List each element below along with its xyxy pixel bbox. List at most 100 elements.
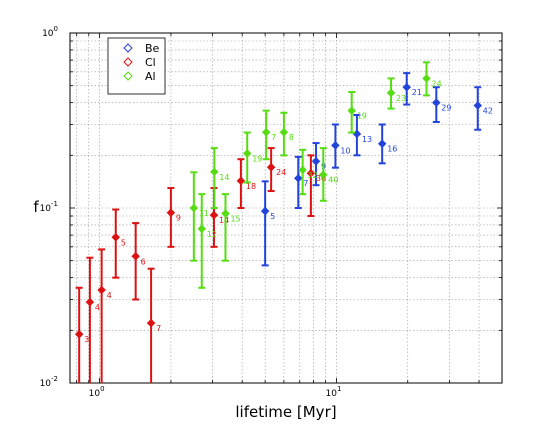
legend-label-al: Al	[145, 70, 156, 83]
marker-al	[197, 224, 207, 234]
marker-al	[242, 149, 252, 158]
marker-be	[260, 206, 270, 216]
marker-cl	[111, 232, 121, 242]
x-tick-label-exponent: 0	[100, 385, 104, 393]
data-point-cl: 18	[236, 158, 256, 209]
point-label-al: 23	[396, 94, 406, 103]
marker-be	[377, 139, 387, 149]
y-tick-label-exponent: -2	[51, 375, 58, 383]
data-point-be: 29	[431, 86, 451, 124]
data-point-al: 32	[298, 148, 318, 196]
point-label-be: 5	[270, 212, 275, 221]
point-label-be: 13	[362, 135, 372, 144]
marker-al	[209, 167, 219, 177]
data-point-al: 19	[347, 91, 367, 134]
marker-al	[261, 127, 271, 137]
marker-be	[311, 156, 321, 166]
data-point-cl: 3	[74, 286, 89, 383]
data-point-cl: 4	[85, 256, 100, 383]
marker-be	[402, 82, 412, 92]
marker-al	[189, 203, 199, 213]
marker-cl	[74, 329, 84, 339]
legend-marker-al	[123, 71, 133, 81]
point-label-be: 21	[412, 88, 422, 97]
y-tick-label-exponent: -1	[51, 200, 58, 208]
point-label-al: 19	[357, 112, 367, 121]
point-label-cl: 6	[141, 257, 146, 266]
marker-al	[318, 170, 328, 180]
data-point-al: 23	[386, 77, 406, 110]
marker-cl	[85, 297, 95, 307]
marker-al	[298, 165, 308, 175]
data-point-al: 7	[261, 109, 276, 161]
marker-cl	[266, 162, 276, 172]
data-series: 5791013162129423445679141824361112141519…	[74, 61, 493, 383]
marker-be	[331, 141, 340, 150]
marker-cl	[306, 168, 316, 178]
point-label-al: 11	[199, 209, 209, 218]
point-label-cl: 4	[95, 303, 100, 312]
data-point-al: 15	[221, 193, 241, 262]
point-label-be: 16	[387, 145, 397, 154]
point-label-al: 15	[230, 215, 240, 224]
point-label-be: 7	[303, 179, 308, 188]
marker-cl	[146, 318, 156, 328]
data-point-al: 14	[209, 147, 229, 209]
marker-cl	[97, 285, 106, 295]
point-label-be: 29	[441, 104, 451, 113]
legend-entry-cl: Cl	[123, 56, 156, 69]
marker-be	[293, 173, 303, 183]
data-point-be: 7	[293, 155, 308, 209]
point-label-cl: 7	[156, 324, 161, 333]
point-label-al: 19	[252, 154, 262, 163]
y-axis-label: f	[33, 198, 39, 216]
point-label-be: 42	[483, 107, 493, 116]
data-point-cl: 5	[111, 208, 126, 279]
point-label-al: 12	[207, 230, 217, 239]
point-label-cl: 24	[276, 168, 286, 177]
marker-al	[422, 74, 431, 83]
legend-label-be: Be	[145, 42, 160, 55]
data-point-be: 42	[473, 86, 493, 131]
marker-al	[386, 88, 396, 98]
point-label-cl: 14	[219, 216, 229, 225]
data-point-al: 24	[422, 61, 442, 97]
data-point-cl: 9	[166, 187, 181, 248]
data-point-al: 40	[318, 147, 338, 202]
point-label-al: 32	[308, 171, 318, 180]
data-point-cl: 6	[131, 222, 146, 301]
point-label-cl: 36	[316, 174, 326, 183]
point-label-al: 7	[271, 133, 276, 142]
point-label-cl: 9	[176, 214, 181, 223]
point-label-al: 40	[328, 176, 338, 185]
data-point-be: 10	[331, 123, 351, 169]
legend-entry-al: Al	[123, 70, 156, 83]
data-point-al: 11	[189, 171, 209, 262]
marker-cl	[131, 251, 141, 261]
legend-marker-cl	[123, 57, 133, 67]
x-axis-label: lifetime [Myr]	[235, 403, 336, 421]
data-point-be: 5	[260, 180, 275, 267]
data-point-cl: 7	[146, 267, 161, 383]
point-label-be: 10	[340, 146, 350, 155]
legend: Be Cl Al	[107, 37, 166, 95]
data-point-cl: 36	[306, 154, 326, 218]
marker-al	[221, 209, 230, 218]
y-tick-label-exponent: 0	[54, 25, 58, 33]
point-label-al: 8	[289, 133, 294, 142]
legend-marker-be	[123, 43, 133, 53]
x-tick-label-exponent: 1	[337, 385, 341, 393]
data-point-al: 8	[279, 111, 294, 157]
marker-al	[279, 127, 289, 137]
legend-entry-be: Be	[123, 42, 160, 55]
point-label-cl: 5	[121, 238, 126, 247]
data-point-cl: 4	[97, 248, 112, 383]
point-label-cl: 18	[246, 182, 256, 191]
point-label-al: 24	[432, 79, 442, 88]
data-point-cl: 24	[266, 147, 286, 193]
marker-cl	[166, 208, 176, 218]
data-point-al: 19	[242, 131, 262, 184]
legend-box	[107, 37, 166, 95]
